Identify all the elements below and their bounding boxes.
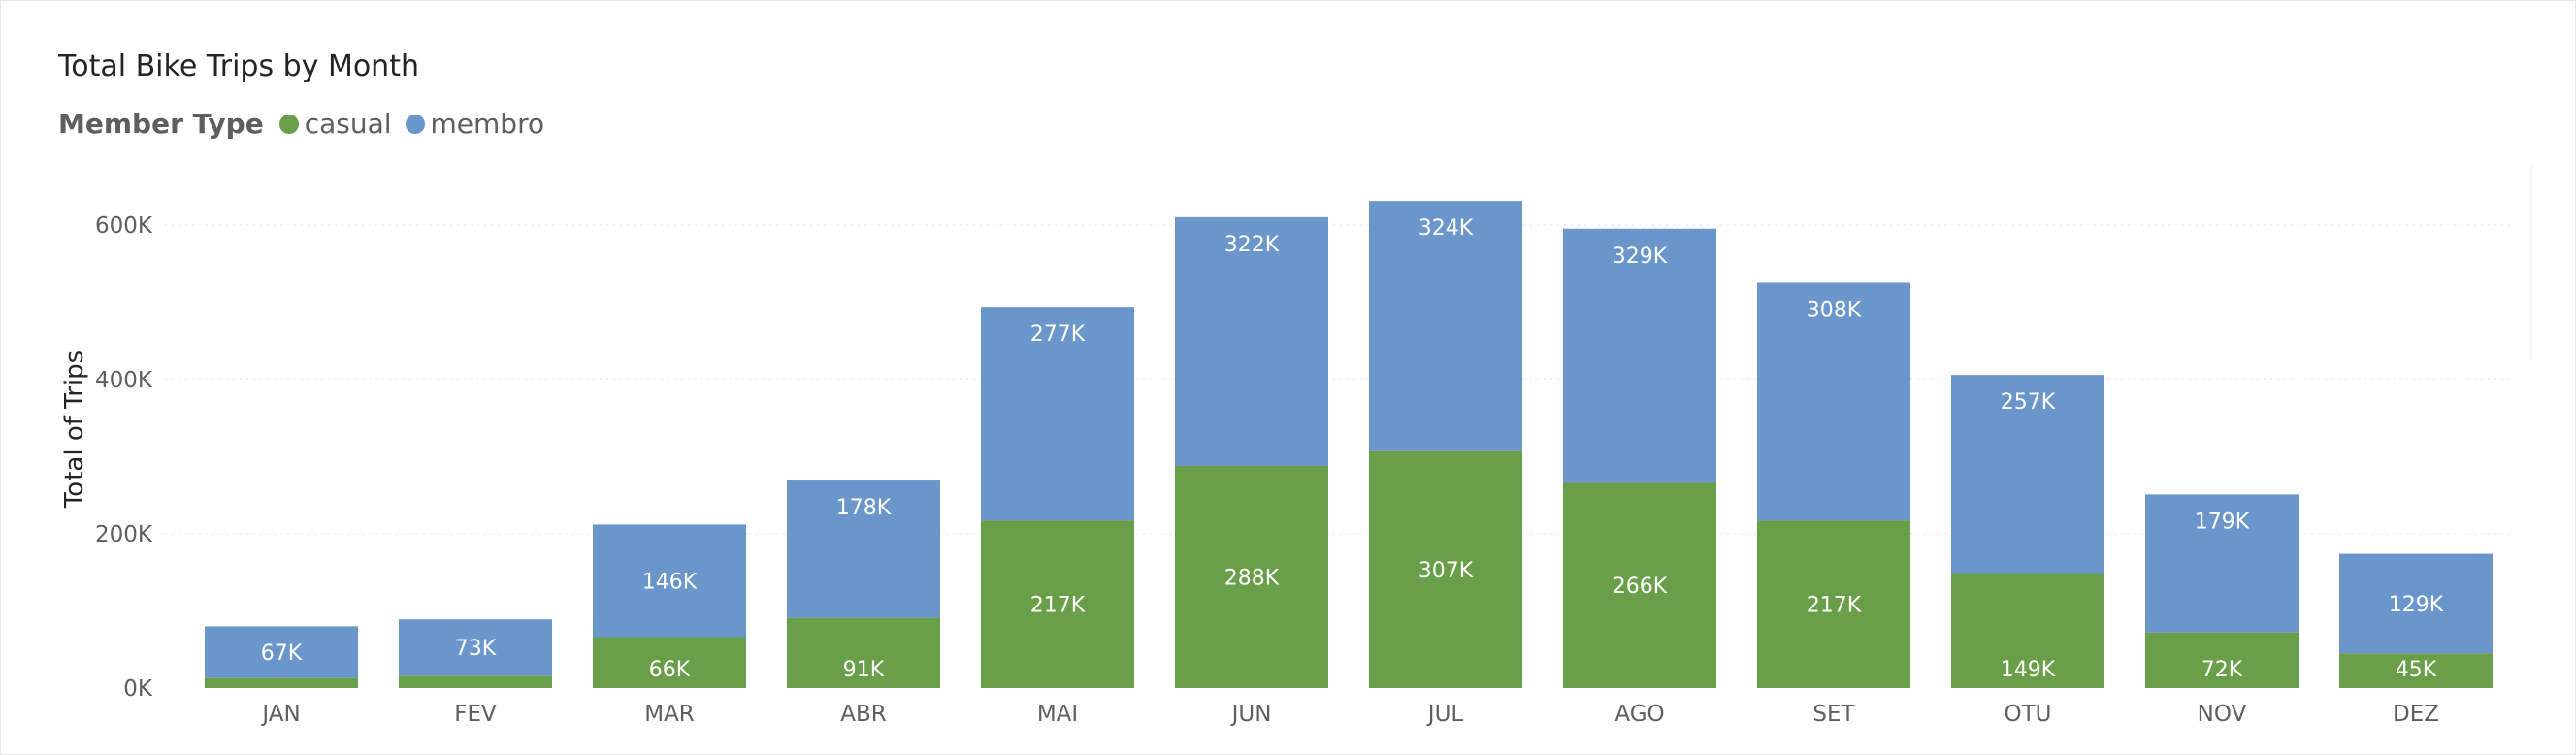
data-label-membro-jun: 322K bbox=[1224, 233, 1280, 257]
legend-item-membro[interactable]: membro bbox=[405, 108, 545, 140]
bar-membro-abr[interactable] bbox=[787, 480, 940, 618]
chart-title: Total Bike Trips by Month bbox=[58, 49, 419, 83]
data-label-casual-mar: 66K bbox=[649, 658, 691, 682]
legend-label-membro: membro bbox=[430, 108, 545, 140]
x-axis: JAN FEV MAR ABR MAI JUN JUL AGO SET OTU NOV DEZ bbox=[260, 702, 2439, 727]
x-tick-label-ago: AGO bbox=[1614, 702, 1664, 727]
bar-casual-ago[interactable] bbox=[1563, 482, 1716, 688]
x-tick-label-jul: JUL bbox=[1426, 702, 1464, 727]
bar-casual-abr[interactable] bbox=[787, 617, 940, 688]
x-tick-label-otu: OTU bbox=[2005, 702, 2052, 727]
legend-item-casual[interactable]: casual bbox=[278, 108, 392, 140]
gridlines bbox=[165, 224, 2513, 535]
x-tick-label-mar: MAR bbox=[644, 702, 695, 727]
x-tick-label-nov: NOV bbox=[2198, 702, 2247, 727]
bar-membro-otu[interactable] bbox=[1951, 375, 2104, 574]
data-label-membro-jul: 324K bbox=[1418, 216, 1474, 241]
bar-membro-dez[interactable] bbox=[2339, 553, 2493, 654]
bar-membro-jun[interactable] bbox=[1175, 216, 1328, 466]
bar-casual-fev[interactable] bbox=[399, 675, 552, 688]
legend-label-casual: casual bbox=[304, 108, 392, 140]
data-label-casual-otu: 149K bbox=[2001, 658, 2056, 682]
data-label-casual-set: 217K bbox=[1807, 594, 1862, 618]
bars: 67K 73K 66K 146K 91K 178K 217K 277K 288K 322K 307K… bbox=[205, 201, 2493, 688]
bar-casual-mai[interactable] bbox=[981, 520, 1134, 688]
data-label-membro-mai: 277K bbox=[1030, 322, 1086, 346]
y-axis-title: Total of Trips bbox=[60, 350, 89, 509]
y-tick-label: 400K bbox=[95, 368, 153, 393]
x-tick-label-dez: DEZ bbox=[2393, 702, 2439, 727]
y-tick-label: 0K bbox=[123, 676, 153, 702]
bar-casual-otu[interactable] bbox=[1951, 573, 2104, 688]
data-label-membro-abr: 178K bbox=[836, 496, 892, 520]
data-label-membro-jan: 67K bbox=[261, 641, 303, 666]
bar-casual-jan[interactable] bbox=[205, 677, 358, 688]
panel-edge-divider bbox=[2531, 166, 2532, 360]
y-tick-label: 600K bbox=[95, 213, 153, 239]
data-label-casual-jul: 307K bbox=[1418, 559, 1474, 583]
data-label-membro-ago: 329K bbox=[1613, 245, 1668, 269]
data-label-casual-dez: 45K bbox=[2396, 658, 2437, 682]
bar-membro-fev[interactable] bbox=[399, 619, 552, 676]
bar-membro-set[interactable] bbox=[1757, 282, 1910, 521]
data-label-casual-abr: 91K bbox=[843, 658, 885, 682]
x-tick-label-mai: MAI bbox=[1037, 702, 1078, 727]
bar-membro-jul[interactable] bbox=[1369, 201, 1522, 451]
bar-membro-mai[interactable] bbox=[981, 307, 1134, 521]
data-label-casual-ago: 266K bbox=[1613, 574, 1668, 599]
bar-membro-nov[interactable] bbox=[2145, 494, 2299, 633]
bar-membro-ago[interactable] bbox=[1563, 228, 1716, 483]
bar-casual-set[interactable] bbox=[1757, 520, 1910, 688]
x-tick-label-fev: FEV bbox=[454, 702, 497, 727]
y-axis: 0K 200K 400K 600K bbox=[95, 213, 153, 702]
data-label-membro-fev: 73K bbox=[455, 637, 497, 661]
x-tick-label-abr: ABR bbox=[840, 702, 887, 727]
bar-casual-jun[interactable] bbox=[1175, 465, 1328, 688]
bar-casual-mar[interactable] bbox=[593, 637, 746, 688]
y-tick-label: 200K bbox=[95, 522, 153, 547]
bar-casual-dez[interactable] bbox=[2339, 653, 2493, 688]
x-tick-label-set: SET bbox=[1812, 702, 1855, 727]
data-label-casual-jun: 288K bbox=[1224, 566, 1280, 590]
data-label-casual-nov: 72K bbox=[2201, 658, 2243, 682]
bar-casual-jul[interactable] bbox=[1369, 450, 1522, 688]
data-label-casual-mai: 217K bbox=[1030, 594, 1086, 618]
bar-membro-mar[interactable] bbox=[593, 524, 746, 638]
legend-title: Member Type bbox=[58, 108, 264, 140]
legend-dot-membro bbox=[405, 114, 425, 134]
legend: Member Type casual membro bbox=[58, 108, 558, 140]
x-tick-label-jan: JAN bbox=[260, 702, 300, 727]
data-label-membro-otu: 257K bbox=[2001, 390, 2056, 414]
bar-membro-jan[interactable] bbox=[205, 626, 358, 678]
bar-casual-nov[interactable] bbox=[2145, 632, 2299, 688]
data-label-membro-mar: 146K bbox=[642, 570, 698, 594]
x-tick-label-jun: JUN bbox=[1230, 702, 1272, 727]
data-label-membro-nov: 179K bbox=[2195, 509, 2250, 534]
data-label-membro-dez: 129K bbox=[2389, 593, 2444, 617]
data-label-membro-set: 308K bbox=[1807, 298, 1862, 322]
legend-dot-casual bbox=[278, 114, 299, 134]
